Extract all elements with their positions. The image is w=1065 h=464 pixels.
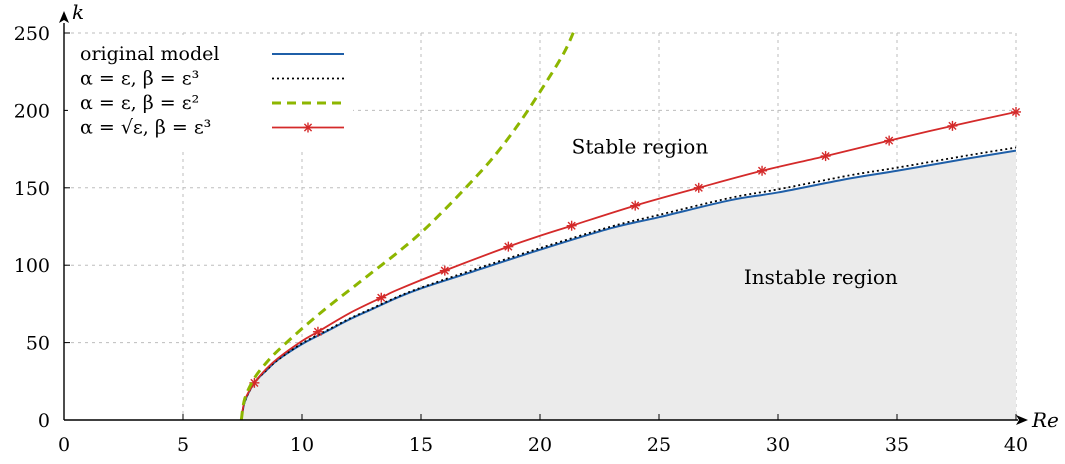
annotation-0: Stable region xyxy=(572,135,709,159)
series-3-marker-8 xyxy=(376,292,387,303)
y-tick-label-3: 150 xyxy=(14,178,50,200)
series-3-marker-11 xyxy=(503,241,514,252)
legend-label-0: original model xyxy=(80,43,219,65)
x-tick-label-8: 40 xyxy=(1004,434,1028,456)
legend: original model α = ε, β = ε³α = ε, β = ε²… xyxy=(68,35,353,151)
annotation-1: Instable region xyxy=(744,265,898,289)
x-axis-label: Re xyxy=(1031,408,1059,432)
y-tick-label-4: 200 xyxy=(14,100,50,122)
x-tick-label-2: 10 xyxy=(290,434,314,456)
x-tick-label-0: 0 xyxy=(58,434,70,456)
fill-layer xyxy=(241,150,1016,420)
legend-label-1: α = ε, β = ε³ xyxy=(80,68,199,90)
legend-label-2: α = ε, β = ε² xyxy=(80,92,199,114)
y-tick-label-0: 0 xyxy=(38,410,50,432)
series-3-marker-19 xyxy=(947,120,958,131)
series-3-marker-13 xyxy=(566,220,577,231)
y-tick-label-2: 100 xyxy=(14,255,50,277)
series-3-marker-20 xyxy=(1011,106,1021,117)
y-axis-arrow xyxy=(59,11,69,23)
legend-label-3: α = √ε, β = ε³ xyxy=(80,117,211,139)
series-3-marker-15 xyxy=(693,182,704,193)
x-tick-label-7: 35 xyxy=(885,434,909,456)
y-axis-label: k xyxy=(72,0,84,24)
series-line-1 xyxy=(240,146,1016,420)
series-3-marker-16 xyxy=(757,165,768,176)
x-tick-label-6: 30 xyxy=(766,434,790,456)
instable-region-fill xyxy=(241,150,1016,420)
x-tick-label-5: 25 xyxy=(647,434,671,456)
series-line-3 xyxy=(240,111,1016,420)
y-tick-label-5: 250 xyxy=(14,23,50,45)
x-axis-arrow xyxy=(1016,415,1028,425)
series-3-marker-18 xyxy=(884,135,895,146)
axis-layer: 0 5 10 15 20 25 30 35 40 0 50 100 150 200 250 Re k xyxy=(14,0,1059,456)
x-tick-label-3: 15 xyxy=(409,434,433,456)
x-tick-label-4: 20 xyxy=(528,434,552,456)
series-layer xyxy=(239,31,1021,420)
annot-layer: Stable region Instable region xyxy=(572,135,898,289)
series-line-2 xyxy=(239,31,576,420)
series-3-marker-10 xyxy=(439,265,450,276)
series-3-marker-6 xyxy=(312,326,323,337)
x-tick-label-1: 5 xyxy=(177,434,189,456)
y-tick-label-1: 50 xyxy=(26,333,50,355)
legend-marker-3 xyxy=(303,122,313,133)
series-3-marker-17 xyxy=(820,151,831,162)
series-3-marker-14 xyxy=(630,200,641,211)
